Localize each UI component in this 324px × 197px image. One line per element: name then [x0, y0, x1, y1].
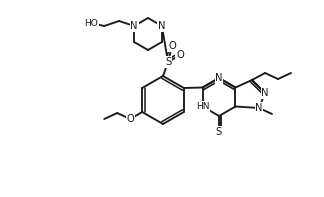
Text: O: O [126, 114, 134, 124]
Text: HN: HN [196, 102, 209, 111]
Text: N: N [215, 73, 223, 83]
Text: N: N [130, 21, 138, 31]
Text: N: N [158, 21, 166, 31]
Text: N: N [261, 88, 269, 98]
Text: S: S [216, 127, 222, 137]
Text: N: N [255, 103, 263, 113]
Text: HO: HO [84, 19, 98, 28]
Text: O: O [168, 41, 176, 51]
Text: S: S [165, 57, 171, 67]
Text: O: O [176, 50, 184, 60]
